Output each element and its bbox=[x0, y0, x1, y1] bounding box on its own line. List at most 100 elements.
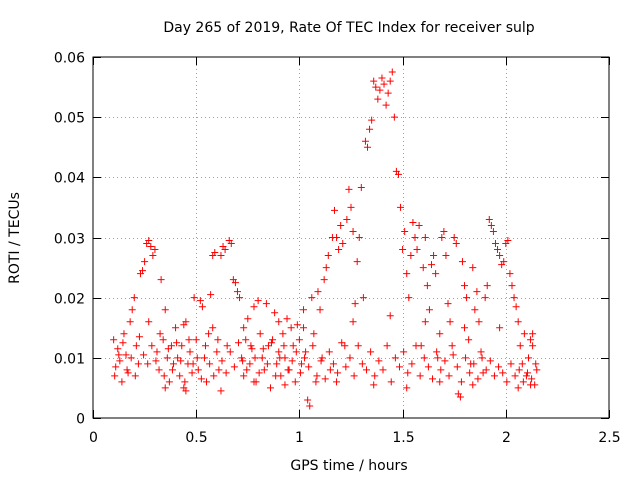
data-point bbox=[236, 294, 244, 302]
data-point bbox=[397, 203, 405, 211]
data-point bbox=[192, 336, 200, 344]
data-point bbox=[415, 221, 423, 229]
data-point bbox=[169, 360, 177, 368]
data-point bbox=[141, 258, 149, 266]
data-point bbox=[281, 381, 289, 389]
data-point bbox=[522, 372, 530, 380]
data-point bbox=[304, 396, 312, 404]
data-point bbox=[511, 372, 519, 380]
data-point bbox=[210, 372, 218, 380]
data-point bbox=[275, 348, 283, 356]
data-point bbox=[221, 246, 229, 254]
data-point bbox=[321, 375, 329, 383]
data-point bbox=[462, 354, 470, 362]
data-point bbox=[486, 357, 494, 365]
data-point bbox=[122, 351, 130, 359]
data-point bbox=[510, 294, 518, 302]
data-point bbox=[388, 68, 396, 76]
data-point bbox=[306, 402, 314, 410]
data-point bbox=[341, 342, 349, 350]
data-point bbox=[176, 372, 184, 380]
data-point bbox=[145, 237, 153, 245]
data-point bbox=[310, 330, 318, 338]
data-point bbox=[244, 315, 252, 323]
data-point bbox=[485, 215, 493, 223]
data-point bbox=[295, 336, 303, 344]
data-point bbox=[194, 366, 202, 374]
data-point bbox=[186, 348, 194, 356]
data-point bbox=[333, 378, 341, 386]
data-point bbox=[284, 366, 292, 374]
data-point bbox=[481, 294, 489, 302]
data-point bbox=[207, 291, 215, 299]
data-point bbox=[432, 270, 440, 278]
data-point bbox=[242, 336, 250, 344]
data-point bbox=[413, 246, 421, 254]
data-point bbox=[222, 369, 230, 377]
data-point bbox=[525, 354, 533, 362]
data-point bbox=[293, 321, 301, 329]
data-point bbox=[230, 363, 238, 371]
data-point bbox=[496, 324, 504, 332]
data-point bbox=[379, 366, 387, 374]
data-point bbox=[374, 95, 382, 103]
data-point bbox=[342, 363, 350, 371]
data-point bbox=[527, 336, 535, 344]
data-point bbox=[114, 345, 122, 353]
data-point bbox=[318, 354, 326, 362]
data-point bbox=[292, 348, 300, 356]
data-point bbox=[442, 252, 450, 260]
data-point bbox=[119, 339, 127, 347]
data-point bbox=[223, 342, 231, 350]
data-point bbox=[496, 252, 504, 260]
data-point bbox=[116, 357, 124, 365]
data-point bbox=[305, 363, 313, 371]
data-point bbox=[457, 378, 465, 386]
data-point bbox=[272, 372, 280, 380]
data-point bbox=[382, 101, 390, 109]
data-point bbox=[490, 372, 498, 380]
data-point bbox=[420, 354, 428, 362]
data-point bbox=[405, 294, 413, 302]
data-point bbox=[482, 366, 490, 374]
data-point bbox=[427, 261, 435, 269]
data-point bbox=[499, 369, 507, 377]
data-point bbox=[434, 354, 442, 362]
data-point bbox=[127, 354, 135, 362]
data-point bbox=[111, 372, 119, 380]
data-point bbox=[349, 227, 357, 235]
data-point bbox=[380, 80, 388, 88]
data-point bbox=[408, 360, 416, 368]
data-point bbox=[366, 125, 374, 133]
data-point bbox=[391, 354, 399, 362]
data-point bbox=[494, 246, 502, 254]
data-point bbox=[512, 303, 520, 311]
data-point bbox=[483, 282, 491, 290]
data-point bbox=[477, 348, 485, 356]
data-point bbox=[131, 372, 139, 380]
data-point bbox=[479, 369, 487, 377]
data-point bbox=[273, 360, 281, 368]
data-point bbox=[329, 360, 337, 368]
data-point bbox=[322, 264, 330, 272]
data-point bbox=[161, 384, 169, 392]
data-point bbox=[276, 354, 284, 362]
data-point bbox=[130, 294, 138, 302]
data-point bbox=[178, 342, 186, 350]
data-point bbox=[339, 240, 347, 248]
data-point bbox=[438, 234, 446, 241]
data-point bbox=[335, 246, 343, 254]
data-point bbox=[487, 221, 495, 229]
data-point bbox=[334, 369, 342, 377]
data-point bbox=[436, 378, 444, 386]
x-tick-label: 2 bbox=[502, 430, 511, 446]
data-point bbox=[519, 378, 527, 386]
data-point bbox=[320, 276, 328, 284]
data-point bbox=[471, 306, 479, 314]
data-point bbox=[370, 381, 378, 389]
data-point bbox=[463, 294, 471, 302]
data-point bbox=[296, 369, 304, 377]
data-point bbox=[309, 342, 317, 350]
data-point bbox=[165, 378, 173, 386]
